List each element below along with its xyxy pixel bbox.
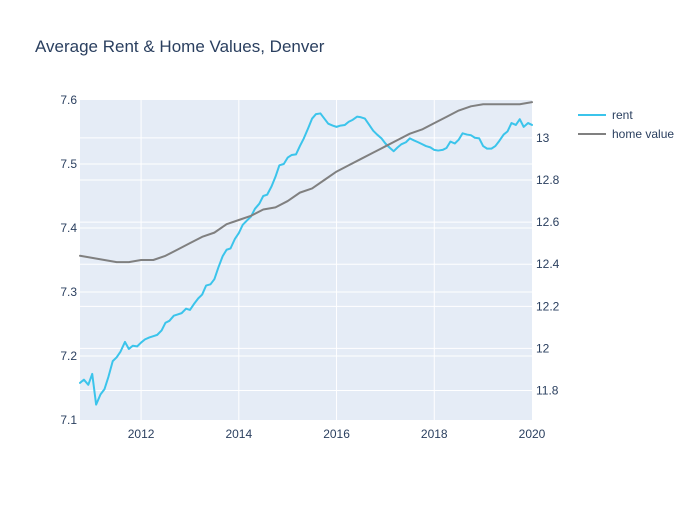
series-line-rent [79, 112, 533, 406]
y-left-tick-label: 7.5 [60, 157, 77, 171]
legend-label: home value [612, 127, 674, 141]
x-tick-label: 2020 [519, 427, 546, 441]
x-tick-label: 2014 [225, 427, 252, 441]
legend-label: rent [612, 108, 633, 122]
x-tick-label: 2012 [128, 427, 155, 441]
legend: rent home value [578, 108, 674, 141]
x-tick-label: 2016 [323, 427, 350, 441]
y-right-tick-label: 12 [536, 341, 550, 355]
y-left-tick-label: 7.1 [60, 413, 77, 427]
y-right-tick-label: 12.6 [536, 215, 560, 229]
x-tick-label: 2018 [421, 427, 448, 441]
y-right-tick-label: 12.4 [536, 257, 560, 271]
series-line-home-value [79, 101, 533, 264]
chart-title: Average Rent & Home Values, Denver [35, 37, 325, 56]
y-right-tick-label: 11.8 [536, 384, 559, 398]
y-left-tick-label: 7.3 [60, 285, 77, 299]
grid-layer [80, 100, 532, 420]
y-right-tick-label: 12.2 [536, 299, 560, 313]
y-left-tick-label: 7.6 [60, 93, 77, 107]
y-left-tick-label: 7.4 [60, 221, 77, 235]
series-layer [79, 101, 533, 406]
y-left-tick-label: 7.2 [60, 349, 77, 363]
y-right-tick-label: 12.8 [536, 173, 560, 187]
y-right-tick-label: 13 [536, 131, 550, 145]
axis-layer: 2012 2014 2016 2018 2020 7.1 7.2 7.3 7.4 7.5 7.6 11… [60, 93, 559, 441]
